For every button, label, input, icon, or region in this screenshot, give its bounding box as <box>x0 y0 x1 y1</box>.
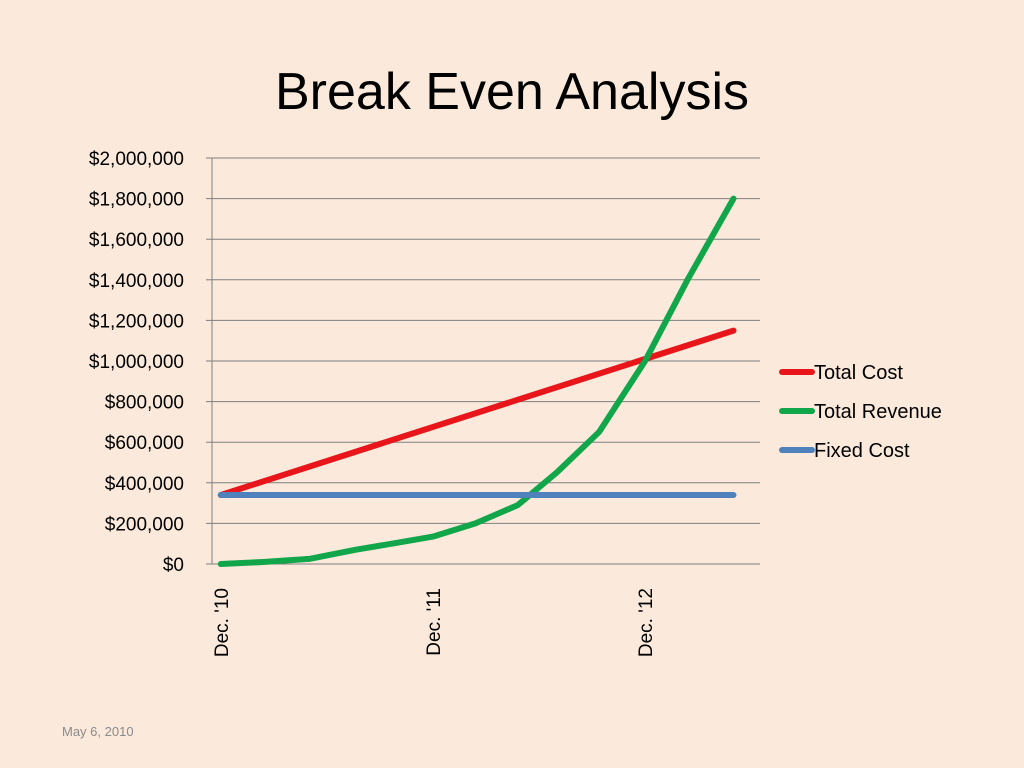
legend: Total Cost Total Revenue Fixed Cost <box>779 362 942 462</box>
y-tick-label: $400,000 <box>105 474 184 495</box>
y-tick-label: $1,000,000 <box>89 352 184 373</box>
y-axis-ticks: $0 $200,000 $400,000 $600,000 $800,000 $1,000… <box>89 149 212 576</box>
footer-date: May 6, 2010 <box>62 724 134 739</box>
legend-label: Fixed Cost <box>814 440 910 462</box>
y-tick-label: $1,200,000 <box>89 311 184 332</box>
x-axis-ticks: Dec. '10 Dec. '11 Dec. '12 <box>212 588 657 657</box>
x-tick-label: Dec. '10 <box>212 588 233 657</box>
y-tick-label: $2,000,000 <box>89 149 184 170</box>
gridlines <box>212 157 760 565</box>
legend-label: Total Cost <box>814 362 903 384</box>
x-tick-label: Dec. '11 <box>424 588 445 656</box>
series-line-total-revenue <box>217 195 737 567</box>
y-tick-label: $0 <box>163 555 184 576</box>
series-lines <box>217 195 737 567</box>
y-tick-label: $800,000 <box>105 393 184 414</box>
y-tick-label: $1,400,000 <box>89 271 184 292</box>
y-tick-label: $1,800,000 <box>89 190 184 211</box>
slide-title: Break Even Analysis <box>274 63 750 121</box>
y-tick-label: $1,600,000 <box>89 230 184 251</box>
legend-label: Total Revenue <box>814 401 942 423</box>
y-tick-label: $200,000 <box>105 514 184 535</box>
series-line-total-cost <box>217 327 737 498</box>
x-tick-label: Dec. '12 <box>636 588 657 657</box>
y-tick-label: $600,000 <box>105 433 184 454</box>
